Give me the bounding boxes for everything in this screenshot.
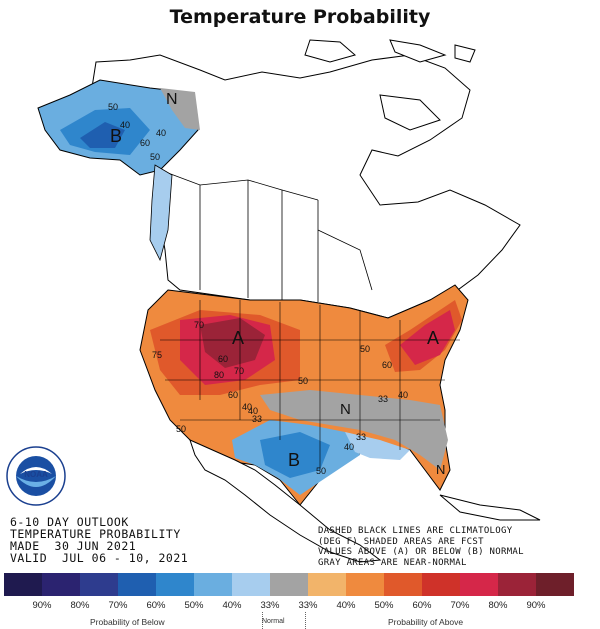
legend-labels: 90% 80% 70% 60% 50% 40% 33% 33% 40% 50% 60% 70% 80% 9…: [4, 600, 555, 611]
legend-color-bar: [4, 573, 574, 596]
legend-tick-label: 33%: [298, 600, 318, 611]
label-n-alaska: N: [166, 91, 178, 108]
legend-tick-label: 70%: [108, 600, 128, 611]
outlook-line-4: VALID JUL 06 - 10, 2021: [10, 551, 189, 565]
legend-tick-label: 80%: [70, 600, 90, 611]
contour-label: 33: [252, 414, 262, 424]
contour-label: 33: [378, 394, 388, 404]
legend-tick-label: 60%: [146, 600, 166, 611]
legend-swatch: [42, 573, 80, 596]
outlook-info: 6-10 DAY OUTLOOK TEMPERATURE PROBABILITY M…: [10, 516, 188, 564]
contour-label: 40: [156, 128, 166, 138]
legend-swatch: [422, 573, 460, 596]
label-b-alaska: B: [110, 126, 122, 146]
contour-label: 60: [140, 138, 150, 148]
legend-swatch: [118, 573, 156, 596]
contour-label: 33: [356, 432, 366, 442]
note-line-2: (DEG F) SHADED AREAS ARE FCST: [318, 536, 484, 547]
province-lines: [159, 169, 373, 302]
legend-swatch: [156, 573, 194, 596]
legend-tick-label: 90%: [526, 600, 546, 611]
legend-swatch: [232, 573, 270, 596]
contour-label: 40: [344, 442, 354, 452]
contour-label: 50: [108, 102, 118, 112]
legend-swatch: [270, 573, 308, 596]
outlook-line-2: TEMPERATURE PROBABILITY: [10, 527, 181, 541]
contour-label: 40: [398, 390, 408, 400]
contour-label: 50: [360, 344, 370, 354]
outlook-line-1: 6-10 DAY OUTLOOK: [10, 515, 129, 529]
contour-label: 50: [316, 466, 326, 476]
legend-note: DASHED BLACK LINES ARE CLIMATOLOGY (DEG F…: [318, 526, 524, 568]
legend-swatch: [498, 573, 536, 596]
label-a-west: A: [232, 328, 244, 348]
note-line-3: VALUES ABOVE (A) OR BELOW (B) NORMAL: [318, 547, 524, 557]
legend-tick-label: 50%: [184, 600, 204, 611]
legend-swatch: [80, 573, 118, 596]
label-a-east: A: [427, 328, 439, 348]
state-lines: [160, 300, 460, 470]
legend-normal-label: Normal: [262, 618, 285, 625]
legend-tick-label: 90%: [32, 600, 52, 611]
legend-tick-label: 40%: [222, 600, 242, 611]
legend-swatch: [4, 573, 42, 596]
noaa-text: NOAA: [24, 470, 48, 479]
contour-label: 40: [248, 406, 258, 416]
contour-label: 70: [194, 320, 204, 330]
note-line-4: GRAY AREAS ARE NEAR-NORMAL: [318, 557, 467, 568]
legend-above-label: Probability of Above: [388, 617, 464, 627]
legend-tick-label: 60%: [412, 600, 432, 611]
note-line-1: DASHED BLACK LINES ARE CLIMATOLOGY: [318, 526, 513, 536]
legend-tick-label: 80%: [488, 600, 508, 611]
contour-label: 80: [214, 370, 224, 380]
contour-label: 50: [176, 424, 186, 434]
contour-label: 70: [234, 366, 244, 376]
contour-label: 50: [150, 152, 160, 162]
mexico-outline: [189, 439, 541, 563]
legend-swatch: [194, 573, 232, 596]
legend-swatch: [346, 573, 384, 596]
label-n-florida: N: [436, 462, 445, 477]
contour-label: 60: [228, 390, 238, 400]
contour-label: 50: [298, 376, 308, 386]
legend-swatch: [460, 573, 498, 596]
outlook-line-3: MADE 30 JUN 2021: [10, 539, 137, 553]
contour-label: 60: [382, 360, 392, 370]
legend-tick-label: 33%: [260, 600, 280, 611]
label-n-southeast: N: [340, 401, 351, 418]
label-b-south: B: [288, 450, 300, 470]
legend-swatch: [536, 573, 574, 596]
outlook-map: B N A A N N B 50 60 40 40 50 70 75 80 70…: [37, 39, 541, 563]
legend-tick-label: 70%: [450, 600, 470, 611]
map-title: Temperature Probability: [169, 6, 431, 28]
legend-swatch: [308, 573, 346, 596]
noaa-logo: NOAA: [6, 446, 66, 506]
legend-tick-label: 50%: [374, 600, 394, 611]
legend-swatch: [384, 573, 422, 596]
conus-region: [139, 284, 469, 506]
contour-label: 40: [242, 402, 252, 412]
legend-below-label: Probability of Below: [90, 617, 165, 627]
contour-label: 75: [152, 350, 162, 360]
legend-tick-label: 40%: [336, 600, 356, 611]
contour-label: 40: [120, 120, 130, 130]
alaska-region: [37, 79, 200, 262]
contour-label: 60: [218, 354, 228, 364]
legend-separator: [262, 612, 263, 629]
legend-separator: [305, 612, 306, 629]
